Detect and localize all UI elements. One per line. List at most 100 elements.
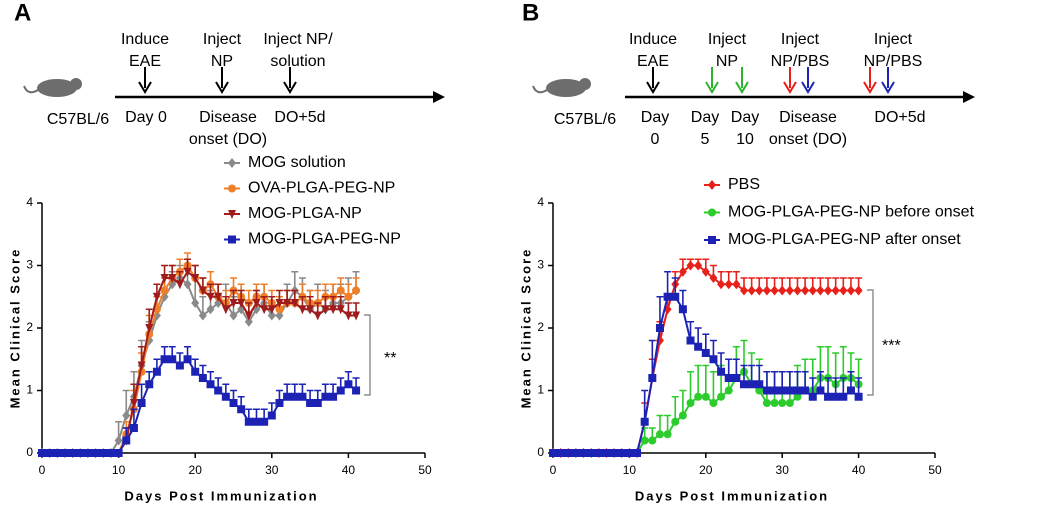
marker [793,386,802,395]
significance-label: *** [882,338,901,355]
error-bar [702,364,710,397]
marker [701,349,710,357]
legend-marker [228,158,236,168]
x-tick-label: 30 [776,463,790,477]
y-tick-label: 0 [26,445,33,459]
event-label: NP [211,53,233,70]
timeline-arrowhead [735,81,749,94]
marker [770,386,779,395]
strain-label: C57BL/6 [554,111,616,128]
marker [633,449,642,457]
marker [816,285,825,296]
marker [99,449,108,457]
event-label: 5 [701,131,710,148]
error-bar [709,370,717,403]
marker [175,280,184,290]
marker [694,260,703,271]
marker [329,392,338,401]
timeline-arrowhead [963,91,975,103]
y-tick-label: 3 [26,258,33,272]
marker [793,285,802,296]
marker [709,273,718,283]
x-tick-label: 50 [418,463,432,477]
marker [145,380,154,389]
marker [717,367,726,376]
marker [686,336,695,345]
marker [206,292,215,302]
error-bar [656,295,664,328]
x-tick-label: 0 [39,463,46,477]
timeline-arrowhead [646,81,660,94]
marker [724,386,733,395]
marker [793,392,802,401]
marker [732,374,741,382]
event-label: Day [641,109,669,126]
x-axis-label: Days Post Immunization [124,488,318,503]
legend-label: MOG-PLGA-PEG-NP after onset [728,231,961,248]
event-label: EAE [637,53,669,70]
event-label: Inject [874,31,913,48]
marker [114,449,123,457]
marker [778,285,787,296]
marker [724,374,733,382]
marker [321,392,330,401]
legend-marker [708,208,716,217]
event-label: Inject [781,31,820,48]
marker [785,399,794,407]
marker [709,399,718,407]
marker [129,399,138,408]
marker [229,299,238,308]
marker [183,267,192,277]
marker [336,386,345,395]
strain-label: C57BL/6 [47,111,109,128]
marker [717,392,726,401]
marker [122,436,131,445]
marker [686,260,695,271]
x-tick-label: 50 [928,463,942,477]
marker [252,417,261,426]
marker [244,316,253,327]
marker [352,386,361,395]
marker [168,355,177,364]
legend-label: MOG-PLGA-PEG-NP before onset [728,204,975,221]
marker [183,279,192,290]
x-tick-label: 0 [550,463,557,477]
marker [76,449,85,457]
marker [778,399,787,407]
marker [336,286,345,295]
marker [824,392,833,401]
marker [648,374,657,382]
marker [137,399,146,407]
marker [298,392,307,401]
marker [655,430,664,439]
marker [129,424,138,432]
timeline-arrowhead [705,81,719,94]
marker [191,367,200,376]
marker [701,392,710,401]
marker [306,305,315,315]
marker [214,292,223,302]
marker [755,386,764,395]
marker [701,266,710,277]
legend-label: PBS [728,176,760,193]
event-label: NP/PBS [864,53,923,70]
marker [678,411,687,420]
marker [298,305,307,315]
marker [770,285,779,296]
marker [801,285,810,296]
marker [579,449,588,457]
timeline-arrowhead [283,81,297,94]
marker [778,386,787,395]
marker [252,299,261,308]
marker [145,324,154,333]
error-bar [671,395,679,422]
marker [191,298,200,308]
marker [724,279,733,290]
event-label: Induce [629,31,677,48]
legend-marker [228,184,236,193]
legend-label: MOG solution [248,154,346,171]
event-label: NP/PBS [771,53,830,70]
x-tick-label: 20 [189,463,203,477]
marker [38,449,46,457]
x-tick-label: 40 [342,463,356,477]
